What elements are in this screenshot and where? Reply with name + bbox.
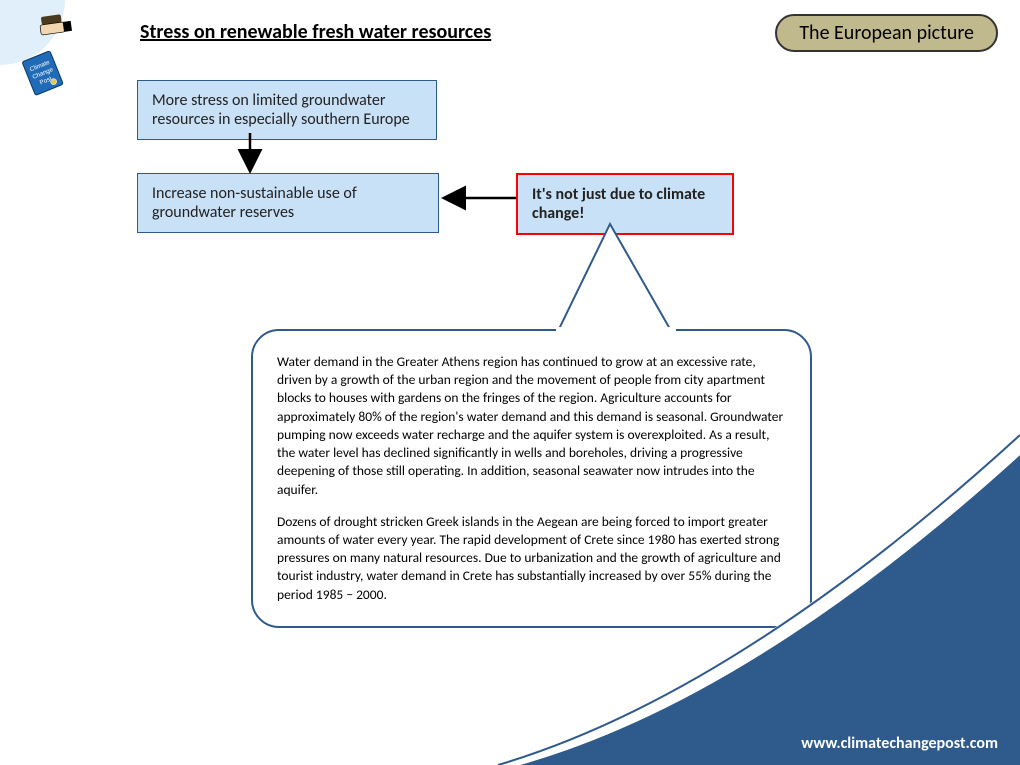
node-non-sustainable: Increase non-sustainable use of groundwa… [137, 173, 439, 233]
detail-callout: Water demand in the Greater Athens regio… [251, 329, 812, 628]
logo-climate-change-post: Climate Change Post [0, 0, 120, 120]
footer-url: www.climatechangepost.com [801, 734, 998, 753]
node-more-stress: More stress on limited groundwater resou… [137, 80, 437, 140]
callout-paragraph-1: Water demand in the Greater Athens regio… [277, 353, 786, 499]
node-not-just-climate: It's not just due to climate change! [516, 173, 734, 235]
region-badge: The European picture [775, 14, 998, 52]
page-title: Stress on renewable fresh water resource… [140, 20, 491, 44]
callout-paragraph-2: Dozens of drought stricken Greek islands… [277, 513, 786, 604]
